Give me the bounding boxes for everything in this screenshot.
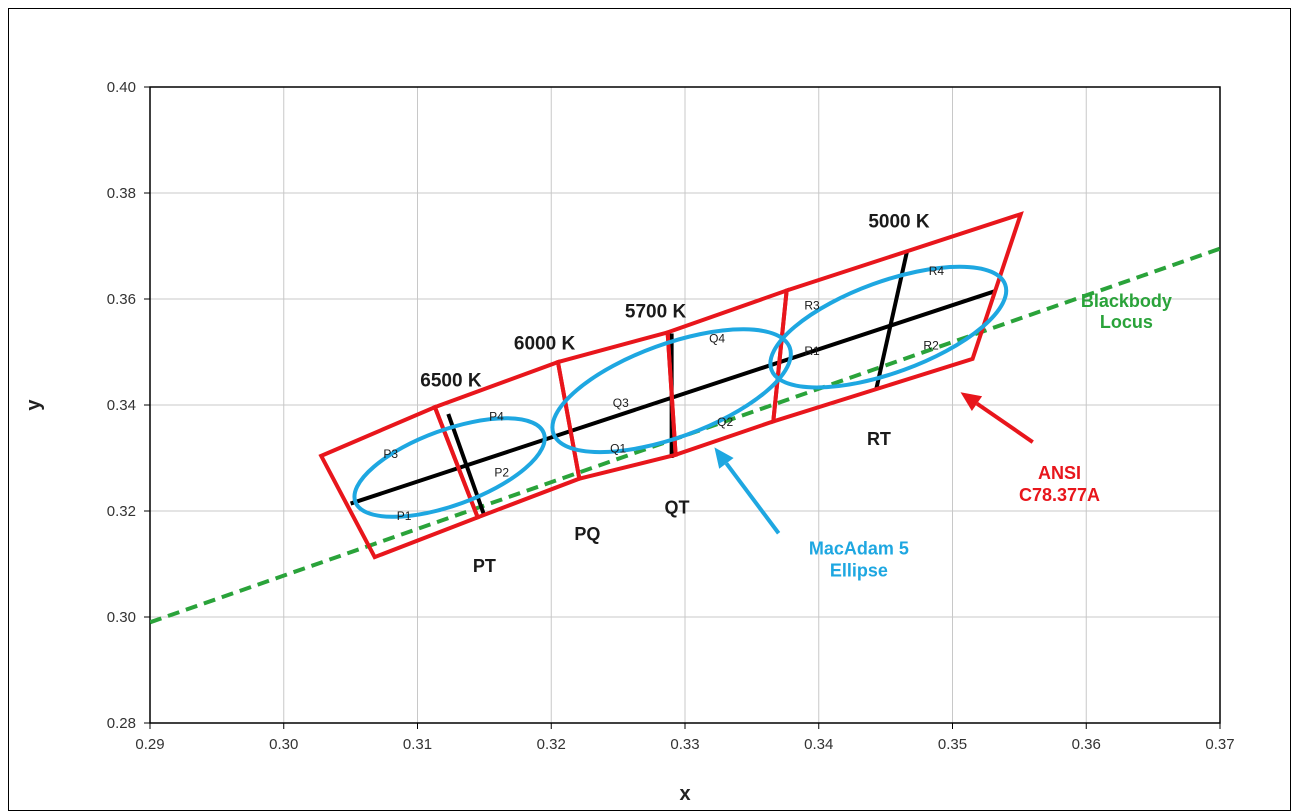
- quadrant-label: R1: [804, 344, 820, 358]
- y-tick-label: 0.38: [107, 185, 136, 202]
- x-tick-label: 0.34: [804, 736, 833, 753]
- y-axis-label: y: [23, 399, 45, 411]
- x-axis-label: x: [679, 783, 690, 805]
- macadam-ellipse: [768, 264, 1009, 390]
- x-tick-label: 0.30: [269, 736, 298, 753]
- quadrant-label: Q4: [709, 331, 725, 345]
- cct-label: 5700 K: [625, 302, 687, 323]
- quadrant-label: Q2: [717, 415, 733, 429]
- quadrant-label: P4: [489, 409, 504, 423]
- annotation-label: C78.377A: [1019, 485, 1100, 505]
- arrowhead: [714, 447, 734, 469]
- macadam-ellipse: [550, 327, 793, 455]
- cct-line: [446, 413, 487, 517]
- x-tick-label: 0.32: [537, 736, 566, 753]
- bin-label: PT: [473, 556, 496, 576]
- arrowhead: [960, 392, 983, 412]
- marks: P1 P2 P3 P4 Q1 Q2 Q3 Q4 R1 R2 R3 R4 PT PQ QT RT 6500 K 57…: [150, 211, 1220, 625]
- x-tick-label: 0.31: [403, 736, 432, 753]
- annotation-label: MacAdam 5: [809, 538, 909, 558]
- x-tick-label: 0.29: [135, 736, 164, 753]
- x-tick-label: 0.37: [1205, 736, 1234, 753]
- y-tick-label: 0.32: [107, 503, 136, 520]
- annotation-label: ANSI: [1038, 463, 1081, 483]
- x-tick-label: 0.36: [1072, 736, 1101, 753]
- bin-label: RT: [867, 429, 891, 449]
- quadrant-label: R3: [804, 299, 820, 313]
- macadam-ellipse: [352, 416, 547, 519]
- quadrant-label: R4: [929, 264, 945, 278]
- chart-frame: [8, 8, 1291, 811]
- quadrant-label: Q1: [610, 442, 626, 456]
- annotation-label: Ellipse: [830, 560, 888, 580]
- quadrant-label: P1: [397, 509, 412, 523]
- y-tick-label: 0.30: [107, 609, 136, 626]
- annotation-arrow: [975, 401, 1034, 444]
- blackbody-label: Locus: [1100, 312, 1153, 332]
- x-tick-label: 0.33: [670, 736, 699, 753]
- blackbody-label: Blackbody: [1081, 291, 1172, 311]
- x-tick-label: 0.35: [938, 736, 967, 753]
- quadrant-label: P2: [494, 466, 509, 480]
- y-tick-label: 0.40: [107, 79, 136, 96]
- cct-label: 6000 K: [514, 333, 576, 354]
- bin-label: PQ: [574, 524, 600, 544]
- bin-label: QT: [664, 498, 689, 518]
- grid: [149, 86, 1221, 724]
- cct-label: 6500 K: [420, 370, 482, 391]
- ansi-bin-quad: [770, 211, 1024, 425]
- y-tick-label: 0.36: [107, 291, 136, 308]
- quadrant-label: Q3: [613, 396, 629, 410]
- y-tick-label: 0.34: [107, 397, 136, 414]
- y-tick-label: 0.28: [107, 715, 136, 732]
- quadrant-label: P3: [383, 447, 398, 461]
- axes: 0.29 0.30 0.31 0.32 0.33 0.34 0.35 0.36 0.37 0.28…: [107, 79, 1235, 753]
- cct-label: 5000 K: [868, 211, 930, 232]
- quadrant-label: R2: [923, 338, 939, 352]
- annotation-arrow: [724, 462, 781, 535]
